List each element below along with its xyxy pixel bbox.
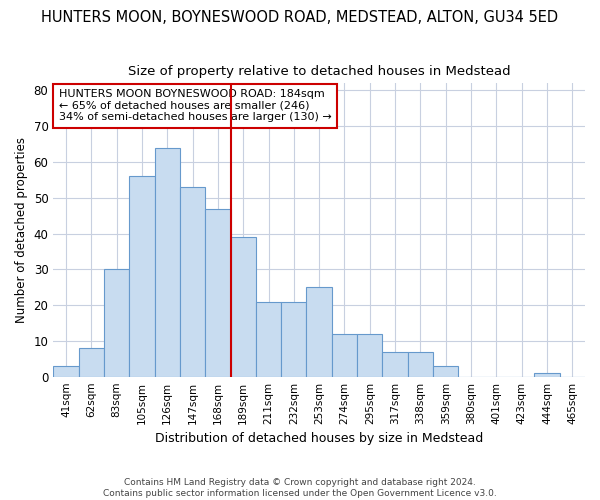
Text: HUNTERS MOON BOYNESWOOD ROAD: 184sqm
← 65% of detached houses are smaller (246)
: HUNTERS MOON BOYNESWOOD ROAD: 184sqm ← 6… bbox=[59, 89, 331, 122]
Bar bbox=[155, 148, 180, 376]
Bar bbox=[104, 270, 129, 376]
Bar bbox=[230, 237, 256, 376]
Bar bbox=[535, 373, 560, 376]
Y-axis label: Number of detached properties: Number of detached properties bbox=[15, 137, 28, 323]
Bar bbox=[408, 352, 433, 376]
Bar bbox=[129, 176, 155, 376]
Bar bbox=[382, 352, 408, 376]
Bar bbox=[205, 208, 230, 376]
Bar bbox=[180, 187, 205, 376]
Text: Contains HM Land Registry data © Crown copyright and database right 2024.
Contai: Contains HM Land Registry data © Crown c… bbox=[103, 478, 497, 498]
Bar bbox=[281, 302, 307, 376]
Title: Size of property relative to detached houses in Medstead: Size of property relative to detached ho… bbox=[128, 65, 511, 78]
Bar bbox=[256, 302, 281, 376]
Text: HUNTERS MOON, BOYNESWOOD ROAD, MEDSTEAD, ALTON, GU34 5ED: HUNTERS MOON, BOYNESWOOD ROAD, MEDSTEAD,… bbox=[41, 10, 559, 25]
Bar bbox=[357, 334, 382, 376]
Bar bbox=[307, 287, 332, 376]
Bar bbox=[79, 348, 104, 376]
X-axis label: Distribution of detached houses by size in Medstead: Distribution of detached houses by size … bbox=[155, 432, 483, 445]
Bar bbox=[53, 366, 79, 376]
Bar bbox=[433, 366, 458, 376]
Bar bbox=[332, 334, 357, 376]
